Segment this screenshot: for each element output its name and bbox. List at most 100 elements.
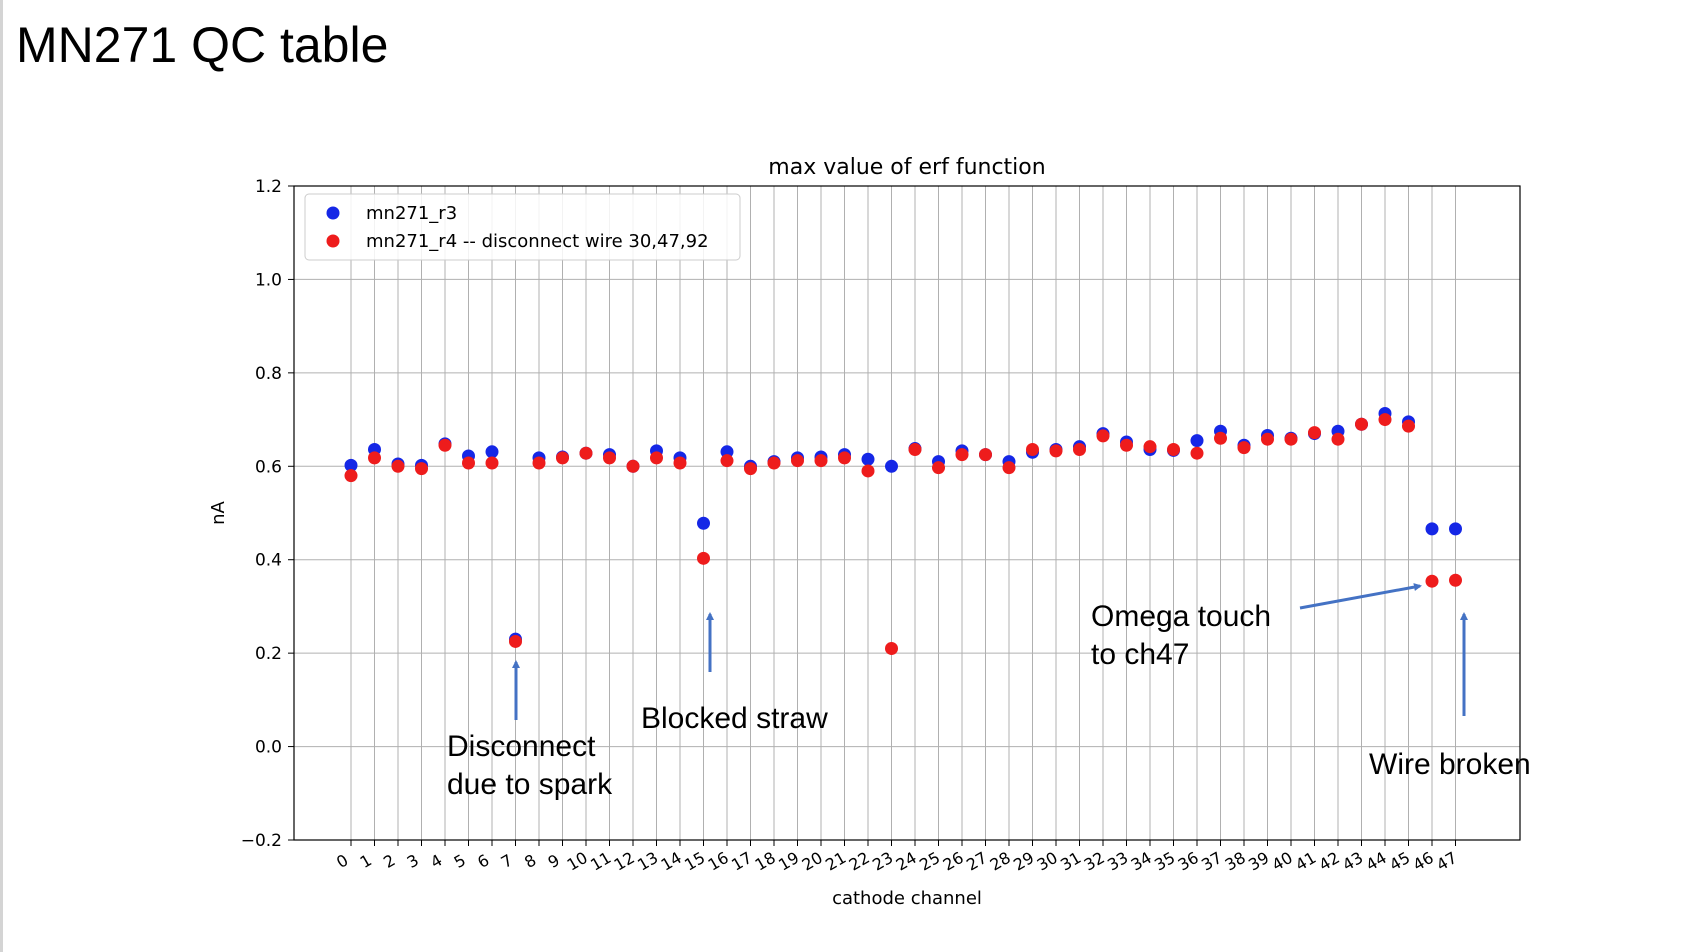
x-tick-label: 30 bbox=[1034, 848, 1061, 875]
point-r3-ch36 bbox=[1190, 434, 1204, 448]
x-tick-label: 37 bbox=[1198, 848, 1225, 875]
point-r4-ch18 bbox=[767, 456, 781, 470]
legend: mn271_r3 mn271_r4 -- disconnect wire 30,… bbox=[304, 193, 741, 261]
point-r4-ch40 bbox=[1284, 432, 1298, 446]
x-tick-label: 43 bbox=[1339, 848, 1366, 875]
axis-ticks: −0.20.00.20.40.60.81.01.20 1 2 3 4 5 6 7 8 9 10111… bbox=[241, 177, 1461, 875]
point-r4-ch16 bbox=[720, 454, 734, 468]
point-r4-ch15 bbox=[697, 551, 710, 565]
annotation-blocked-straw: Blocked straw bbox=[641, 702, 828, 735]
legend-marker-r4 bbox=[326, 234, 340, 248]
x-tick-label: 2 bbox=[380, 850, 398, 872]
x-tick-label: 40 bbox=[1269, 848, 1296, 875]
x-tick-label: 28 bbox=[987, 848, 1014, 875]
point-r4-ch34 bbox=[1143, 440, 1157, 454]
point-r4-ch27 bbox=[979, 448, 992, 462]
x-tick-label: 17 bbox=[728, 848, 755, 875]
x-tick-label: 5 bbox=[451, 850, 469, 872]
x-tick-label: 13 bbox=[634, 848, 661, 875]
point-r3-ch47 bbox=[1449, 522, 1462, 536]
point-r4-ch37 bbox=[1214, 431, 1227, 445]
x-tick-label: 38 bbox=[1222, 848, 1249, 875]
point-r4-ch3 bbox=[415, 462, 428, 476]
point-r4-ch1 bbox=[368, 451, 381, 465]
x-tick-label: 10 bbox=[564, 848, 591, 875]
point-r4-ch26 bbox=[955, 448, 969, 462]
point-r4-ch44 bbox=[1378, 413, 1392, 427]
point-r4-ch2 bbox=[391, 459, 405, 473]
point-r3-ch6 bbox=[485, 445, 499, 459]
data-points bbox=[344, 406, 1462, 655]
annotation-disconnect-line1: Disconnect bbox=[447, 730, 596, 763]
x-tick-label: 36 bbox=[1175, 848, 1202, 875]
x-tick-label: 12 bbox=[611, 848, 638, 875]
x-tick-label: 1 bbox=[357, 850, 375, 872]
x-tick-label: 44 bbox=[1363, 848, 1390, 875]
point-r4-ch11 bbox=[603, 451, 616, 465]
y-tick-label: 1.0 bbox=[255, 270, 282, 290]
point-r4-ch43 bbox=[1355, 417, 1368, 431]
point-r4-ch6 bbox=[485, 456, 499, 470]
annotation-omega-touch: Omega touch to ch47 bbox=[1091, 598, 1271, 674]
x-tick-label: 34 bbox=[1128, 848, 1155, 875]
point-r4-ch46 bbox=[1425, 574, 1439, 588]
point-r4-ch25 bbox=[932, 461, 945, 475]
point-r4-ch45 bbox=[1402, 419, 1415, 433]
point-r4-ch42 bbox=[1331, 432, 1345, 446]
x-tick-label: 35 bbox=[1151, 848, 1178, 875]
point-r4-ch23 bbox=[885, 641, 898, 655]
legend-marker-r3 bbox=[326, 206, 340, 220]
x-tick-label: 4 bbox=[427, 850, 445, 872]
point-r4-ch33 bbox=[1120, 438, 1133, 452]
x-tick-label: 20 bbox=[799, 848, 826, 875]
annotation-arrows bbox=[512, 583, 1468, 720]
point-r4-ch24 bbox=[908, 442, 922, 456]
y-tick-label: 0.2 bbox=[255, 644, 282, 664]
point-r3-ch23 bbox=[885, 459, 898, 473]
x-tick-label: 16 bbox=[705, 848, 732, 875]
x-tick-label: 32 bbox=[1081, 848, 1108, 875]
point-r4-ch21 bbox=[838, 451, 851, 465]
y-tick-label: 0.4 bbox=[255, 551, 282, 571]
point-r4-ch35 bbox=[1167, 442, 1180, 456]
point-r4-ch38 bbox=[1237, 441, 1251, 455]
x-tick-label: 46 bbox=[1410, 848, 1437, 875]
annotation-disconnect: Disconnect due to spark bbox=[447, 728, 612, 804]
annotation-omega-line2: to ch47 bbox=[1091, 638, 1190, 671]
point-r4-ch22 bbox=[861, 464, 875, 478]
x-tick-label: 11 bbox=[587, 848, 614, 875]
x-tick-label: 42 bbox=[1316, 848, 1343, 875]
annotation-wire-broken: Wire broken bbox=[1369, 748, 1531, 781]
annotation-disconnect-line2: due to spark bbox=[447, 768, 613, 801]
x-tick-label: 41 bbox=[1292, 848, 1319, 875]
point-r4-ch7 bbox=[509, 634, 522, 648]
x-tick-label: 3 bbox=[404, 850, 422, 872]
point-r3-ch15 bbox=[697, 516, 710, 530]
x-tick-label: 15 bbox=[681, 848, 708, 875]
x-tick-label: 24 bbox=[893, 848, 920, 875]
point-r4-ch29 bbox=[1026, 442, 1039, 456]
slide-border bbox=[0, 0, 3, 952]
x-tick-label: 19 bbox=[775, 848, 802, 875]
annotation-omega-line1: Omega touch bbox=[1091, 600, 1272, 633]
point-r3-ch46 bbox=[1425, 522, 1439, 536]
x-tick-label: 6 bbox=[474, 850, 492, 872]
x-tick-label: 18 bbox=[752, 848, 779, 875]
point-r4-ch5 bbox=[462, 456, 475, 470]
point-r4-ch20 bbox=[814, 454, 828, 468]
point-r4-ch10 bbox=[579, 446, 593, 460]
legend-label-r4: mn271_r4 -- disconnect wire 30,47,92 bbox=[366, 231, 709, 252]
point-r4-ch41 bbox=[1308, 426, 1321, 440]
point-r4-ch14 bbox=[673, 456, 687, 470]
point-r4-ch31 bbox=[1073, 442, 1086, 456]
slide-title: MN271 QC table bbox=[16, 17, 389, 73]
x-tick-label: 25 bbox=[916, 848, 943, 875]
legend-label-r3: mn271_r3 bbox=[366, 203, 457, 224]
y-tick-label: −0.2 bbox=[241, 831, 282, 851]
x-tick-label: 33 bbox=[1104, 848, 1131, 875]
plot-frame bbox=[293, 185, 1521, 841]
x-tick-label: 14 bbox=[658, 848, 685, 875]
point-r4-ch8 bbox=[532, 456, 546, 470]
legend-box bbox=[304, 193, 741, 261]
x-tick-label: 0 bbox=[333, 850, 351, 872]
